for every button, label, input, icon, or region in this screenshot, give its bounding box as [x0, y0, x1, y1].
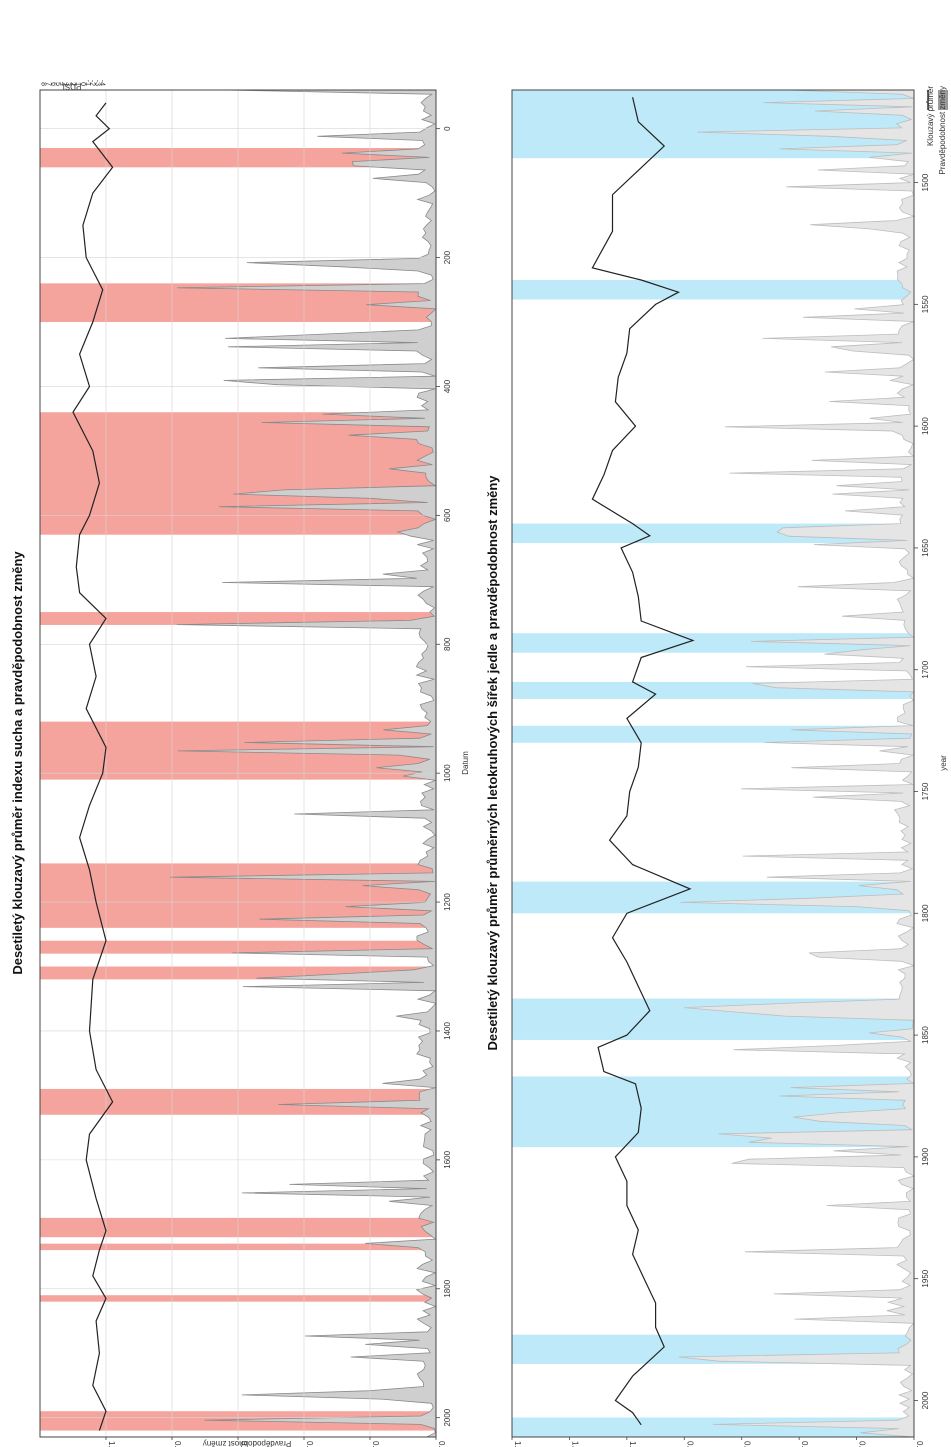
c2-ytick-label-2: 0.4 [800, 1441, 809, 1447]
c2-ytick-label-5: 1.0 [628, 1441, 637, 1447]
c1-ytick-label-5: 1.0 [107, 1441, 116, 1447]
c1-y2tick-label-12: -4 [99, 80, 106, 86]
c2-xtick-label-7: 1850 [921, 1026, 930, 1044]
c1-y2tick-label-4: 4 [59, 82, 66, 86]
c2-plot-frame [511, 89, 915, 1438]
c2-xtick-label-0: 1500 [921, 173, 930, 191]
c1-ytick-label-4: 0.8 [173, 1441, 182, 1447]
chart-tree-ring-width: 1500 1550 1600 1650 1700 1750 1800 1850 1900 1950… [485, 89, 948, 1447]
c1-xtick-label-9: 1800 [443, 1279, 452, 1297]
c1-y2tick-label-0: 8 [39, 82, 46, 86]
c2-change-bands [512, 90, 914, 1437]
c1-y2tick-label-1: 7 [44, 82, 51, 86]
c2-x-axis-label: year [939, 755, 948, 771]
c2-band-3 [512, 633, 914, 653]
c2-y-ticks: 0.0 0.2 0.4 0.6 0.8 1.0 1.2 1.4 [511, 1437, 924, 1447]
c2-xtick-label-10: 2000 [921, 1391, 930, 1409]
c1-y-ticks: 0.0 0.2 0.4 0.6 0.8 1.0 [105, 1437, 446, 1447]
c2-xtick-label-8: 1900 [921, 1147, 930, 1165]
c1-y2tick-label-8: 0 [79, 82, 86, 86]
legend: Klouzavý průměr Pravděpodobnost změny [926, 86, 948, 175]
legend-area-label: Pravděpodobnost změny [938, 86, 947, 175]
c1-y2tick-label-11: -3 [94, 80, 101, 86]
c1-grid [40, 90, 437, 1437]
c1-xtick-label-4: 800 [443, 637, 452, 651]
c2-xtick-label-6: 1800 [921, 904, 930, 922]
c2-ytick-label-6: 1.2 [570, 1441, 579, 1447]
c1-y2tick-label-6: 2 [69, 82, 76, 86]
c1-ytick-label-2: 0.4 [305, 1441, 314, 1447]
c1-xtick-label-0: 0 [443, 126, 452, 131]
c2-band-1 [512, 279, 914, 300]
c2-ytick-label-3: 0.6 [743, 1441, 752, 1447]
c2-xtick-label-2: 1600 [921, 417, 930, 435]
c2-ytick-label-0: 0.0 [915, 1441, 924, 1447]
legend-area-swatch [938, 90, 948, 110]
c1-ytick-label-0: 0.0 [437, 1441, 446, 1447]
c1-x-ticks: 0 200 400 600 800 1000 1200 1400 1600 1800 2000 [436, 126, 452, 1427]
c1-y2tick-label-3: 5 [54, 82, 61, 86]
c1-y2tick-label-10: -2 [89, 80, 96, 86]
c2-xtick-label-4: 1700 [921, 660, 930, 678]
c1-moving-average-line [72, 102, 114, 1431]
c2-probability-area [678, 89, 916, 1438]
c1-xtick-label-5: 1000 [443, 764, 452, 782]
c1-y2tick-label-9: -1 [84, 80, 91, 86]
c2-xtick-label-3: 1650 [921, 538, 930, 556]
c1-xtick-label-6: 1200 [443, 893, 452, 911]
c1-y2-axis-label: PDSI [63, 82, 82, 91]
c1-xtick-label-1: 200 [443, 250, 452, 264]
c2-title: Desetiletý klouzavý průměr průměrných le… [485, 475, 500, 1051]
c1-probability-area [169, 89, 437, 1438]
c2-xtick-label-5: 1750 [921, 782, 930, 800]
c2-ytick-label-4: 0.8 [685, 1441, 694, 1447]
c1-xtick-label-8: 1600 [443, 1150, 452, 1168]
c1-xtick-label-3: 600 [443, 508, 452, 522]
c1-probability-spikes [169, 89, 437, 1438]
c1-y-axis-label: Pravděpodobnost změny [203, 1439, 292, 1447]
c2-x-ticks: 1500 1550 1600 1650 1700 1750 1800 1850 1900 1950… [914, 173, 930, 1409]
c1-ytick-label-3: 0.6 [239, 1441, 248, 1447]
c1-y2tick-label-2: 6 [49, 82, 56, 86]
chart-drought-index: 0 200 400 600 800 1000 1200 1400 1600 1800 2000 0.… [10, 80, 470, 1447]
c1-x-axis-label: Datum [461, 751, 470, 775]
c1-ytick-label-1: 0.2 [371, 1441, 380, 1447]
c1-xtick-label-7: 1400 [443, 1022, 452, 1040]
legend-line-label: Klouzavý průměr [926, 86, 935, 146]
c2-ytick-label-1: 0.2 [858, 1441, 867, 1447]
c2-moving-average-line [591, 97, 695, 1426]
c1-y2tick-label-7: 1 [74, 82, 81, 86]
c2-ytick-label-7: 1.4 [513, 1441, 522, 1447]
c1-y2tick-label-5: 3 [64, 82, 71, 86]
c2-probability-spikes [678, 89, 916, 1438]
c2-xtick-label-1: 1550 [921, 295, 930, 313]
c1-title: Desetiletý klouzavý průměr indexu sucha … [10, 551, 25, 975]
c2-xtick-label-9: 1950 [921, 1269, 930, 1287]
c1-xtick-label-2: 400 [443, 379, 452, 393]
c1-xtick-label-10: 2000 [443, 1408, 452, 1426]
